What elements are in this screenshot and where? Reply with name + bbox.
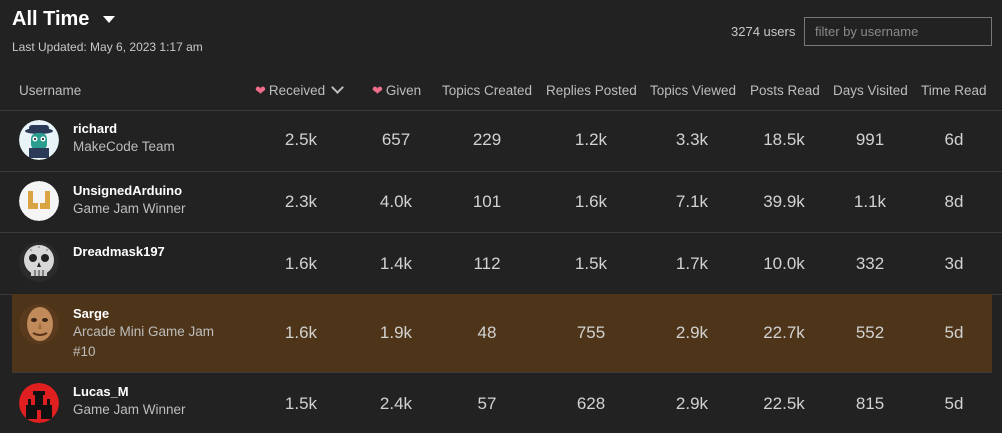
period-selector[interactable]: All Time [12, 8, 116, 31]
topics-viewed-value: 2.9k [675, 323, 709, 342]
posts-read-value: 10.0k [763, 254, 805, 273]
replies-posted-value: 1.5k [574, 254, 608, 273]
topics-created-value: 229 [472, 130, 502, 149]
username-link[interactable]: Sarge [73, 306, 110, 321]
received-value: 2.5k [284, 130, 318, 149]
days-visited-value: 552 [855, 323, 885, 342]
days-visited-value: 1.1k [853, 192, 887, 211]
table-row: richard MakeCode Team 2.5k 657 229 1.2k … [0, 110, 1002, 172]
table-row-current-user: Sarge Arcade Mini Game Jam #10 1.6k 1.9k… [12, 294, 992, 373]
topics-viewed-value: 1.7k [675, 254, 709, 273]
username-link[interactable]: Lucas_M [73, 384, 129, 399]
table-row: Lucas_M Game Jam Winner 1.5k 2.4k 57 628… [0, 373, 1002, 433]
received-value: 1.6k [284, 254, 318, 273]
replies-posted-value: 755 [576, 323, 606, 342]
time-read-value: 8d [944, 192, 964, 211]
sort-chevron-down-icon[interactable] [331, 81, 345, 94]
posts-read-value: 22.7k [763, 323, 805, 342]
column-topics-created[interactable]: Topics Created [442, 83, 533, 98]
username-link[interactable]: Dreadmask197 [73, 244, 165, 259]
given-value: 657 [381, 130, 411, 149]
username-link[interactable]: richard [73, 121, 118, 136]
user-title: Arcade Mini Game Jam #10 [73, 324, 215, 359]
column-topics-viewed[interactable]: Topics Viewed [650, 83, 737, 98]
received-value: 1.5k [284, 394, 318, 413]
topics-created-value: 48 [477, 323, 497, 342]
chevron-down-icon[interactable] [103, 16, 116, 23]
time-read-value: 5d [944, 323, 964, 342]
column-received[interactable]: ❤ Received [255, 72, 345, 110]
posts-read-value: 18.5k [763, 130, 805, 149]
received-value: 1.6k [284, 323, 318, 342]
days-visited-value: 815 [855, 394, 885, 413]
user-title: MakeCode Team [73, 139, 175, 154]
column-posts-read[interactable]: Posts Read [750, 83, 820, 98]
time-read-value: 6d [944, 130, 964, 149]
column-given-label: Given [385, 83, 422, 98]
days-visited-value: 991 [855, 130, 885, 149]
column-given[interactable]: ❤ Given [372, 72, 421, 110]
topics-created-value: 112 [473, 254, 501, 273]
column-replies-posted[interactable]: Replies Posted [546, 83, 637, 98]
topics-created-value: 101 [472, 192, 502, 211]
topics-created-value: 57 [477, 394, 497, 413]
user-title: Game Jam Winner [73, 201, 186, 216]
topics-viewed-value: 2.9k [675, 394, 709, 413]
column-time-read[interactable]: Time Read [921, 83, 987, 98]
replies-posted-value: 1.6k [574, 192, 608, 211]
avatar[interactable] [19, 304, 59, 344]
filter-username-input[interactable] [804, 17, 992, 46]
topics-viewed-value: 7.1k [675, 192, 709, 211]
username-link[interactable]: UnsignedArduino [73, 183, 183, 198]
given-value: 4.0k [379, 192, 413, 211]
given-value: 1.4k [379, 254, 413, 273]
given-value: 2.4k [379, 394, 413, 413]
users-count: 3274 users [731, 24, 796, 39]
avatar[interactable] [19, 181, 59, 221]
posts-read-value: 39.9k [763, 192, 805, 211]
period-label: All Time [12, 8, 90, 30]
avatar[interactable] [19, 383, 59, 423]
time-read-value: 5d [944, 394, 964, 413]
table-row: UnsignedArduino Game Jam Winner 2.3k 4.0… [0, 172, 1002, 233]
received-value: 2.3k [284, 192, 318, 211]
given-value: 1.9k [379, 323, 413, 342]
last-updated: Last Updated: May 6, 2023 1:17 am [12, 40, 203, 54]
heart-icon: ❤ [372, 83, 383, 98]
topics-viewed-value: 3.3k [675, 130, 709, 149]
replies-posted-value: 628 [576, 394, 606, 413]
posts-read-value: 22.5k [763, 394, 805, 413]
column-received-label: Received [268, 83, 326, 98]
days-visited-value: 332 [855, 254, 885, 273]
heart-icon: ❤ [255, 83, 266, 98]
avatar[interactable] [19, 120, 59, 160]
column-username[interactable]: Username [19, 83, 82, 98]
time-read-value: 3d [944, 254, 964, 273]
column-days-visited[interactable]: Days Visited [833, 83, 908, 98]
replies-posted-value: 1.2k [574, 130, 608, 149]
user-title: Game Jam Winner [73, 402, 186, 417]
table-row: Dreadmask197 1.6k 1.4k 112 1.5k 1.7k 10.… [0, 233, 1002, 295]
avatar[interactable] [19, 242, 59, 282]
table-header: Username ❤ Received ❤ Given Topics Created… [0, 72, 1002, 111]
